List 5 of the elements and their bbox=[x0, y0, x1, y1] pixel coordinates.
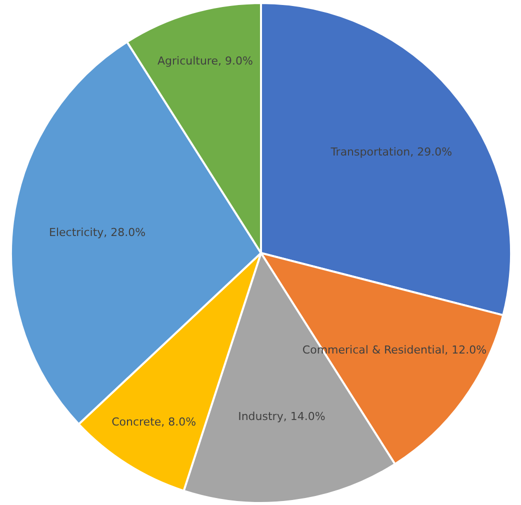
slice-label: Industry, 14.0% bbox=[238, 410, 326, 424]
slice-label: Electricity, 28.0% bbox=[49, 226, 146, 239]
slice-label: Agriculture, 9.0% bbox=[157, 54, 253, 68]
slice-label: Transportation, 29.0% bbox=[330, 145, 452, 158]
slice-label: Concrete, 8.0% bbox=[112, 415, 196, 428]
